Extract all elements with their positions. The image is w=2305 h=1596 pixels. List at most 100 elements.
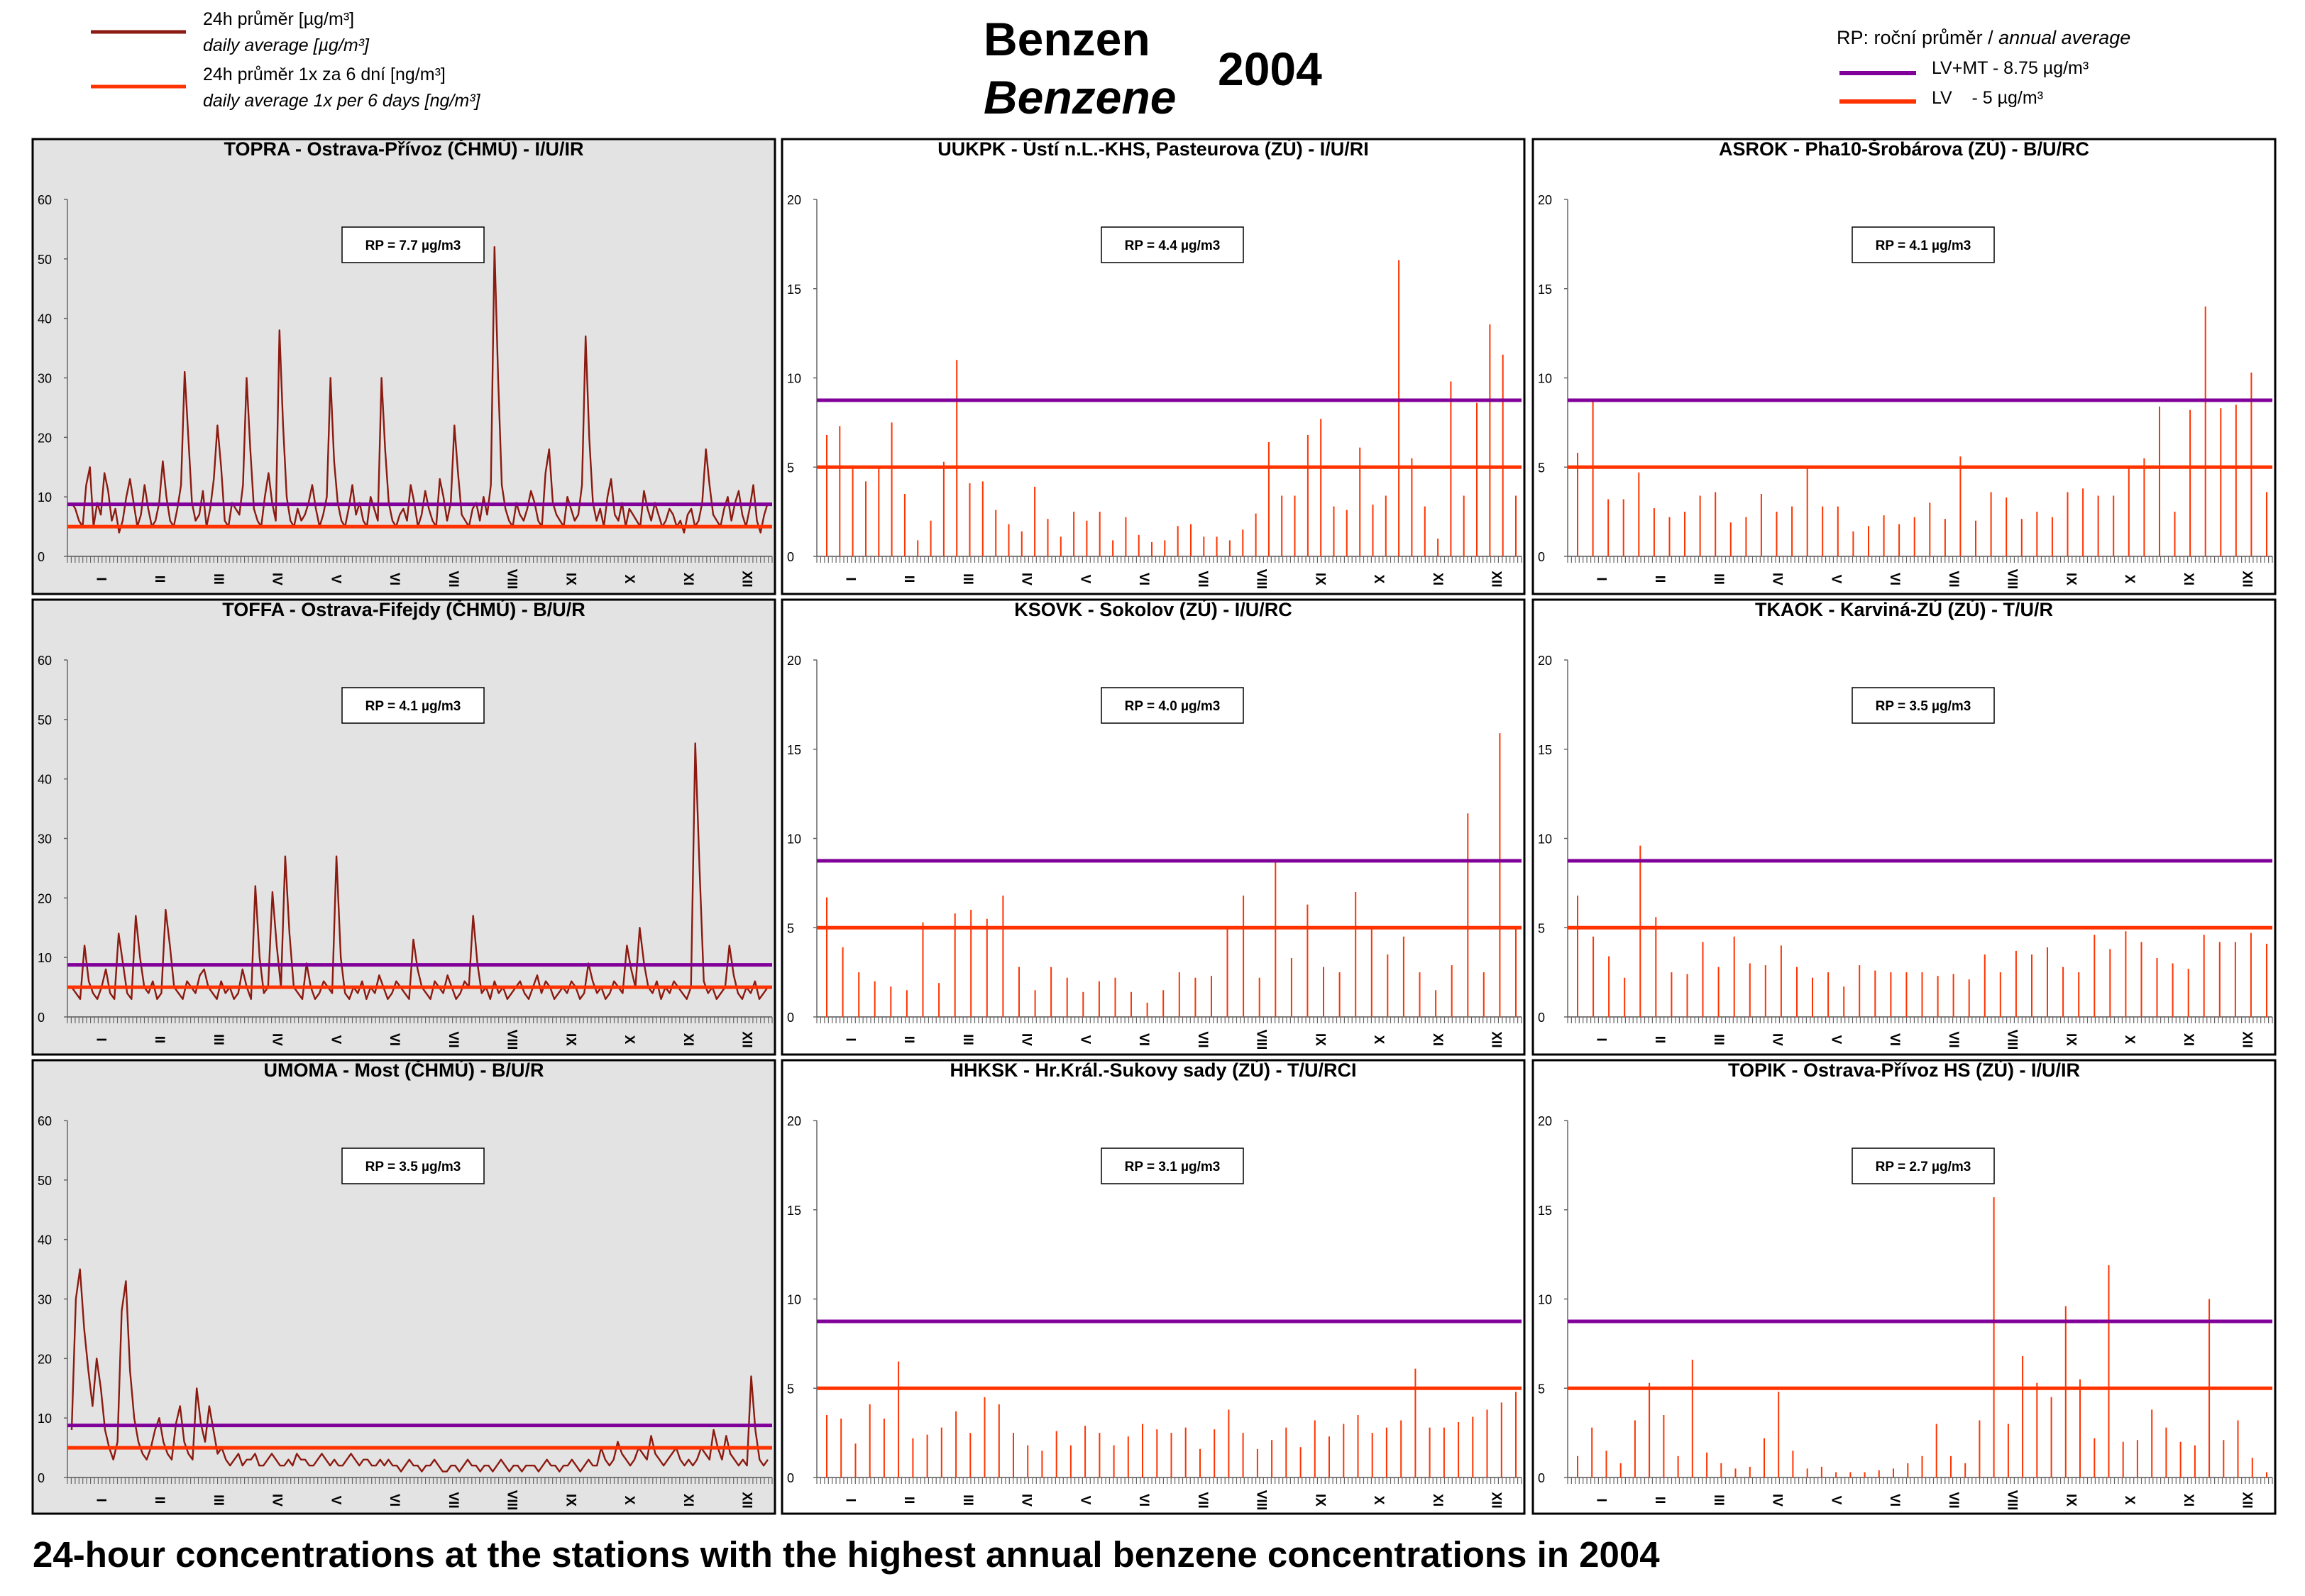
annual-average-label: RP = 4.0 µg/m3 <box>1125 699 1221 714</box>
panel-frame <box>781 1059 1526 1515</box>
x-axis-ticks <box>67 1477 773 1484</box>
chart-panel-6: TKAOK - Karviná-ZÚ (ZÚ) - T/U/R 0 5 10 15 20 I… <box>1531 598 2277 1056</box>
x-axis-ticks <box>816 556 1522 563</box>
x-axis-ticks <box>1567 1017 2273 1023</box>
daily-series-line <box>71 742 769 1000</box>
y-tick-label: 10 <box>38 1411 52 1426</box>
legend-daily-label-cz: 24h průměr [µg/m³] <box>203 9 354 29</box>
chart-panels: TOPRA - Ostrava-Přívoz (ČHMÚ) - I/U/IR 0 1… <box>31 138 2277 1515</box>
y-tick-label: 20 <box>38 891 52 906</box>
month-label: II <box>1652 576 1667 583</box>
annual-average-label: RP = 4.1 µg/m3 <box>365 699 461 714</box>
y-tick-label: 10 <box>787 1293 801 1307</box>
panel-title: TOPIK - Ostrava-Přívoz HS (ZÚ) - I/U/IR <box>1728 1059 2080 1081</box>
month-label: X <box>622 1035 637 1045</box>
right-legend: RP: roční průměr / annual average LV+MT … <box>1837 27 2130 108</box>
month-label: I <box>93 1498 108 1502</box>
y-tick-label: 10 <box>38 490 52 505</box>
month-label: XI <box>1430 573 1445 585</box>
month-label: IV <box>1770 1033 1785 1046</box>
month-label: VIII <box>505 1490 519 1511</box>
month-label: XI <box>2181 573 2196 585</box>
y-tick-label: 20 <box>38 1352 52 1366</box>
month-label: XII <box>2240 1492 2255 1508</box>
month-label: VII <box>1195 1492 1210 1508</box>
footer-caption: 24-hour concentrations at the stations w… <box>33 1534 1660 1575</box>
x-axis-ticks <box>816 1477 1522 1484</box>
month-label: III <box>960 1034 975 1045</box>
month-label: II <box>152 576 167 583</box>
y-tick-label: 0 <box>38 550 45 564</box>
chart-panel-1: TOPRA - Ostrava-Přívoz (ČHMÚ) - I/U/IR 0 1… <box>31 138 776 595</box>
month-label: III <box>1711 573 1726 585</box>
y-tick-label: 0 <box>38 1011 45 1025</box>
y-tick-label: 50 <box>38 1174 52 1188</box>
x-axis-ticks <box>67 556 773 563</box>
y-tick-label: 30 <box>38 1293 52 1307</box>
month-label: V <box>1828 1496 1843 1505</box>
month-label: IV <box>270 573 285 585</box>
month-label: I <box>93 1038 108 1041</box>
legend-lv-label: LV - 5 µg/m³ <box>1932 88 2043 108</box>
y-tick-label: 5 <box>1538 1382 1545 1396</box>
month-label: IX <box>1312 1033 1327 1046</box>
annual-average-caption-sep: / <box>1983 27 1999 48</box>
month-label: VIII <box>2005 1490 2020 1511</box>
month-label: VII <box>1946 1031 1961 1047</box>
month-label: II <box>901 576 916 583</box>
month-label: II <box>1652 1497 1667 1504</box>
month-label: V <box>1828 1035 1843 1045</box>
month-label: IX <box>563 1033 578 1046</box>
month-label: V <box>328 1496 343 1505</box>
month-label: X <box>2122 1035 2137 1045</box>
x-minor-ticks <box>816 1477 1522 1484</box>
annual-average-box <box>341 226 485 263</box>
month-label: XI <box>1430 1494 1445 1507</box>
y-tick-label: 20 <box>787 193 801 207</box>
month-label: IX <box>2063 1494 2078 1507</box>
y-tick-label: 30 <box>38 832 52 847</box>
month-label: IX <box>2063 1033 2078 1046</box>
month-label: IV <box>1019 1494 1034 1507</box>
month-label: III <box>960 1495 975 1506</box>
month-label: VIII <box>2005 1030 2020 1050</box>
panel-frame <box>1531 1059 2277 1515</box>
month-label: IV <box>1770 1494 1785 1507</box>
y-tick-label: 60 <box>38 1114 52 1128</box>
legend-six-day-label-en: daily average 1x per 6 days [ng/m³] <box>203 91 481 111</box>
annual-average-caption: RP: roční průměr / annual average <box>1837 27 2130 48</box>
x-minor-ticks <box>816 1017 1522 1023</box>
legend-lvmt-label: LV+MT - 8.75 µg/m³ <box>1932 58 2089 78</box>
month-label: III <box>960 573 975 585</box>
annual-average-label: RP = 2.7 µg/m3 <box>1876 1160 1971 1174</box>
month-label: XII <box>739 571 754 587</box>
month-label: IV <box>1019 573 1034 585</box>
month-label: VIII <box>1254 1030 1269 1050</box>
x-axis-ticks <box>1567 556 2273 563</box>
month-label: V <box>328 1035 343 1045</box>
month-label: IX <box>563 573 578 585</box>
annual-average-box <box>1101 687 1244 724</box>
annual-average-box <box>1852 1148 1995 1184</box>
month-label: V <box>1828 575 1843 584</box>
month-label: IX <box>563 1494 578 1507</box>
month-label: VII <box>1946 571 1961 587</box>
panel-frame <box>781 138 1526 595</box>
y-tick-label: 5 <box>787 921 794 935</box>
y-tick-label: 10 <box>1538 372 1552 386</box>
month-label: X <box>1371 1496 1386 1505</box>
y-tick-label: 10 <box>787 372 801 386</box>
month-label: VI <box>387 573 402 585</box>
panel-title: HHKSK - Hr.Král.-Sukovy sady (ZÚ) - T/U/… <box>950 1059 1356 1081</box>
x-axis-ticks <box>1567 1477 2273 1484</box>
y-tick-label: 40 <box>38 773 52 787</box>
panel-title: ASROK - Pha10-Šrobárova (ZÚ) - B/U/RC <box>1719 138 2089 160</box>
y-tick-label: 20 <box>1538 193 1552 207</box>
y-tick-label: 0 <box>1538 1011 1545 1025</box>
left-legend: 24h průměr [µg/m³] daily average [µg/m³]… <box>91 9 481 111</box>
month-label: IX <box>2063 573 2078 585</box>
month-label: XII <box>739 1031 754 1047</box>
x-minor-ticks <box>816 556 1522 563</box>
month-label: XI <box>681 1494 695 1507</box>
